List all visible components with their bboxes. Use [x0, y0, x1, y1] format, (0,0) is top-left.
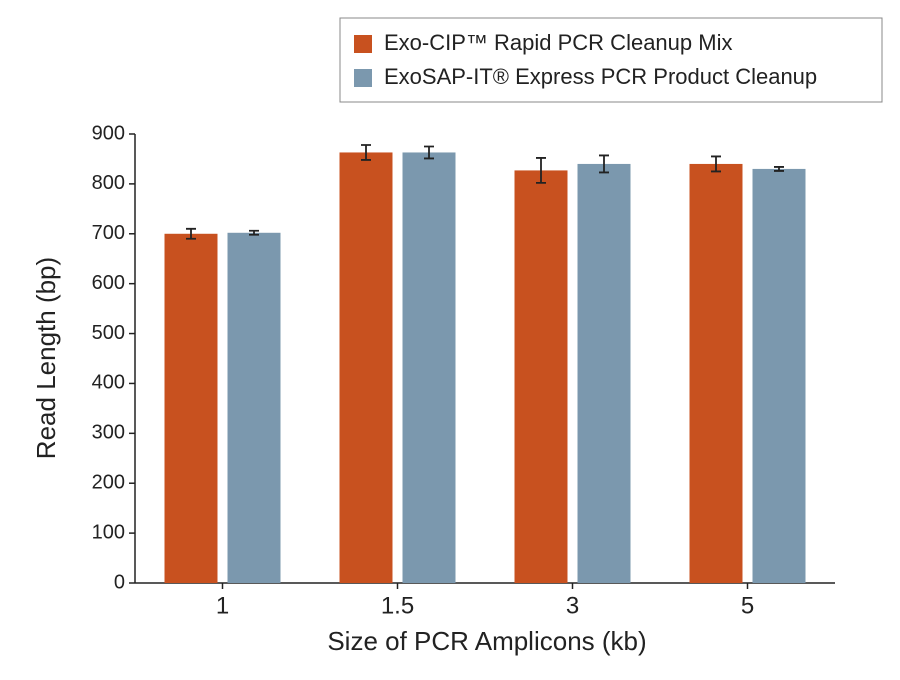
error-bar [186, 227, 196, 240]
y-tick-label: 500 [92, 322, 125, 344]
y-tick-label: 400 [92, 372, 125, 394]
bar [514, 170, 568, 583]
error-bar [249, 229, 259, 236]
bar [752, 168, 806, 583]
bar [689, 163, 743, 583]
x-tick-label: 5 [741, 592, 754, 619]
error-bar [599, 154, 609, 174]
y-tick-label: 300 [92, 422, 125, 444]
legend-label: ExoSAP-IT® Express PCR Product Cleanup [384, 64, 817, 89]
x-axis-label: Size of PCR Amplicons (kb) [327, 626, 646, 656]
y-tick-label: 200 [92, 472, 125, 494]
x-tick-label: 1.5 [381, 592, 414, 619]
error-bar [536, 157, 546, 184]
y-tick-label: 100 [92, 521, 125, 543]
legend-label: Exo-CIP™ Rapid PCR Cleanup Mix [384, 30, 732, 55]
error-bar [361, 144, 371, 161]
legend-box [339, 17, 883, 103]
error-bar [711, 155, 721, 173]
bar [577, 163, 631, 583]
error-bar [424, 145, 434, 160]
y-tick-label: 900 [92, 122, 125, 144]
y-tick-label: 600 [92, 272, 125, 294]
bar [402, 152, 456, 583]
x-tick-label: 3 [566, 592, 579, 619]
y-tick-label: 700 [92, 222, 125, 244]
bar [339, 152, 393, 583]
error-bar [774, 166, 784, 172]
legend-swatch [354, 35, 372, 53]
y-tick-label: 800 [92, 172, 125, 194]
y-tick-label: 0 [114, 571, 125, 593]
bar [164, 233, 218, 583]
legend-swatch [354, 69, 372, 87]
bar [227, 232, 281, 583]
x-tick-label: 1 [216, 592, 229, 619]
y-axis-label: Read Length (bp) [31, 257, 61, 459]
